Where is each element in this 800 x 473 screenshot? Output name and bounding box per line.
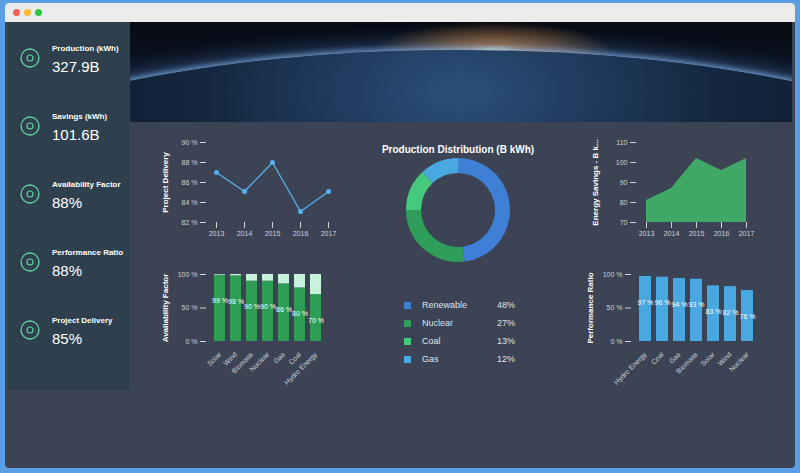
html-text:85%: 85% (52, 330, 82, 347)
html-text:Production (kWh): Production (kWh) (52, 44, 119, 53)
svg-text:Hydro Energy: Hydro Energy (613, 350, 649, 386)
html-text:13%: 13% (497, 336, 515, 346)
html-text:27%: 27% (497, 318, 515, 328)
svg-text:80: 80 (620, 199, 628, 206)
svg-text:Hydro Energy: Hydro Energy (283, 350, 319, 386)
svg-text:90: 90 (620, 179, 628, 186)
svg-text:Biomass: Biomass (230, 350, 255, 375)
svg-text:Energy Savings - B k...: Energy Savings - B k... (591, 139, 600, 225)
html-text:101.6B: 101.6B (52, 126, 100, 143)
svg-text:0 %: 0 % (610, 338, 622, 345)
svg-text:96 %: 96 % (655, 299, 671, 306)
svg-text:70: 70 (620, 219, 628, 226)
svg-text:97 %: 97 % (638, 299, 654, 306)
svg-text:76 %: 76 % (740, 313, 756, 320)
html-text:Nuclear: Nuclear (422, 318, 453, 328)
svg-text:Solar: Solar (699, 350, 716, 367)
svg-text:86 %: 86 % (276, 306, 292, 313)
svg-text:82 %: 82 % (723, 309, 739, 316)
svg-text:Coal: Coal (650, 350, 665, 365)
svg-text:2017: 2017 (321, 230, 337, 237)
html-text:Availability Factor: Availability Factor (52, 180, 121, 189)
html-text:Savings (kWh): Savings (kWh) (52, 112, 108, 121)
svg-text:94 %: 94 % (672, 301, 688, 308)
svg-text:100 %: 100 % (603, 271, 623, 278)
svg-text:90 %: 90 % (182, 139, 198, 146)
svg-text:2014: 2014 (237, 230, 253, 237)
svg-text:50 %: 50 % (182, 304, 198, 311)
svg-text:82 %: 82 % (182, 219, 198, 226)
svg-text:84 %: 84 % (182, 199, 198, 206)
html-text:88%: 88% (52, 262, 82, 279)
svg-text:100: 100 (616, 159, 628, 166)
svg-text:2017: 2017 (739, 230, 755, 237)
svg-text:Solar: Solar (206, 350, 223, 367)
svg-text:86 %: 86 % (182, 179, 198, 186)
svg-text:Availability Factor: Availability Factor (161, 274, 170, 343)
html-text:Renewable: Renewable (422, 300, 467, 310)
svg-text:Biomass: Biomass (675, 350, 699, 374)
svg-text:Gas: Gas (272, 350, 286, 364)
svg-text:Project Delivery: Project Delivery (161, 152, 170, 213)
svg-text:90 %: 90 % (260, 303, 276, 310)
svg-text:50 %: 50 % (607, 304, 623, 311)
svg-text:Nuclear: Nuclear (728, 350, 750, 372)
svg-text:110: 110 (616, 139, 627, 146)
svg-text:99 %: 99 % (212, 297, 228, 304)
svg-text:2014: 2014 (664, 230, 680, 237)
svg-text:2015: 2015 (265, 230, 281, 237)
html-text:48%: 48% (497, 300, 515, 310)
html-text:12%: 12% (497, 354, 515, 364)
svg-text:88 %: 88 % (182, 159, 198, 166)
svg-text:0 %: 0 % (185, 338, 197, 345)
svg-text:2016: 2016 (293, 230, 309, 237)
html-text:Project Delivery: Project Delivery (52, 316, 113, 325)
html-text:327.9B: 327.9B (52, 58, 100, 75)
html-text:Performance Ratio: Performance Ratio (52, 248, 124, 257)
svg-text:90 %: 90 % (244, 303, 260, 310)
svg-text:Coal: Coal (287, 350, 303, 366)
html-text:Production Distribution (B kWh: Production Distribution (B kWh) (381, 144, 535, 155)
html-text:Gas: Gas (422, 354, 439, 364)
svg-text:93 %: 93 % (689, 301, 705, 308)
svg-text:98 %: 98 % (228, 298, 244, 305)
svg-text:2015: 2015 (689, 230, 705, 237)
svg-text:2016: 2016 (714, 230, 730, 237)
svg-text:2013: 2013 (209, 230, 225, 237)
html-text:88%: 88% (52, 194, 82, 211)
svg-text:83 %: 83 % (706, 308, 722, 315)
svg-text:Wind: Wind (716, 350, 733, 367)
svg-text:Gas: Gas (668, 350, 682, 364)
svg-text:2013: 2013 (639, 230, 655, 237)
svg-text:70 %: 70 % (308, 317, 324, 324)
html-text:Coal: Coal (422, 336, 441, 346)
svg-text:Wind: Wind (222, 350, 239, 367)
svg-text:100 %: 100 % (178, 271, 198, 278)
svg-text:80 %: 80 % (292, 310, 308, 317)
svg-text:Performance Ratio: Performance Ratio (586, 272, 595, 343)
svg-text:Nuclear: Nuclear (248, 350, 270, 372)
